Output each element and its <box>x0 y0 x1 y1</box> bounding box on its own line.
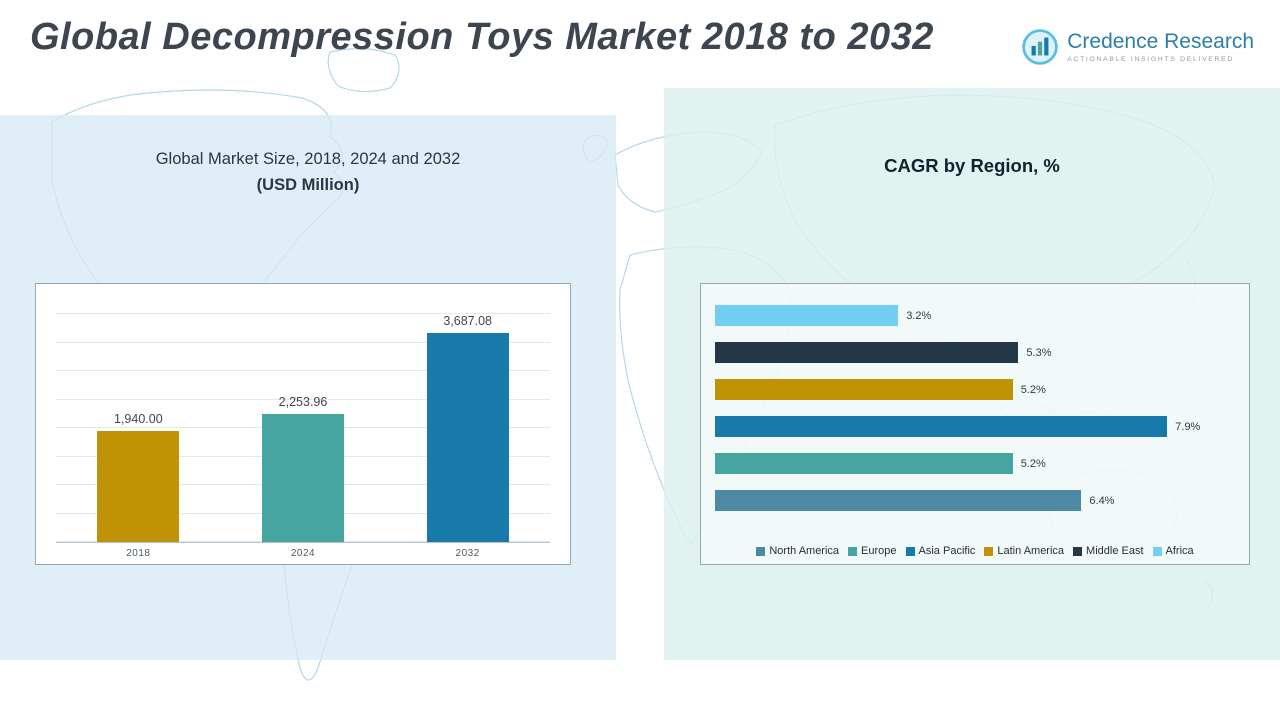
legend-swatch <box>1152 546 1162 556</box>
cagr-row: 5.2% <box>715 371 1235 408</box>
cagr-row: 6.4% <box>715 482 1235 519</box>
legend-label: Europe <box>861 545 897 557</box>
cagr-row: 7.9% <box>715 408 1235 445</box>
cagr-value-label: 3.2% <box>906 309 932 322</box>
cagr-value-label: 5.2% <box>1020 457 1046 470</box>
market-plot-area: 1,940.00 2,253.96 3,687.08 <box>56 313 550 543</box>
bar-chart-logo-icon <box>1022 29 1058 65</box>
market-size-title-line1: Global Market Size, 2018, 2024 and 2032 <box>155 150 461 168</box>
market-value-label: 1,940.00 <box>114 412 163 427</box>
legend-label: North America <box>769 545 840 557</box>
legend-item-asia-pacific: Asia Pacific <box>905 545 976 557</box>
cagr-rows: 3.2% 5.3% 5.2% 7.9% 5.2% 6.4% <box>715 297 1235 519</box>
cagr-bar-middle-east <box>715 342 1019 363</box>
market-column-2032: 3,687.08 <box>385 314 550 542</box>
legend-swatch <box>756 546 766 556</box>
cagr-bar-africa <box>715 305 899 326</box>
cagr-row: 3.2% <box>715 297 1235 334</box>
gridline <box>56 370 550 371</box>
cagr-bar-latin-america <box>715 379 1013 400</box>
legend-item-europe: Europe <box>848 545 897 557</box>
cagr-value-label: 6.4% <box>1089 494 1115 507</box>
market-size-title-line2: (USD Million) <box>256 176 360 194</box>
legend-item-latin-america: Latin America <box>984 545 1064 557</box>
gridline <box>56 341 550 343</box>
legend-swatch <box>984 546 994 556</box>
market-bar-2032 <box>426 333 509 542</box>
brand-text-block: Credence Research Actionable Insights De… <box>1067 29 1254 64</box>
legend-label: Latin America <box>997 545 1065 557</box>
cagr-row: 5.2% <box>715 445 1235 482</box>
market-bar-2018 <box>97 431 180 542</box>
market-size-chart: 1,940.00 2,253.96 3,687.08 2018 2024 2032 <box>35 283 571 565</box>
gridline <box>56 313 550 314</box>
legend-swatch <box>905 546 915 556</box>
gridline <box>56 398 550 400</box>
legend-item-middle-east: Middle East <box>1073 545 1144 557</box>
cagr-bar-north-america <box>715 490 1082 511</box>
market-value-label: 3,687.08 <box>443 314 493 328</box>
market-value-label: 2,253.96 <box>278 394 328 409</box>
legend-item-north-america: North America <box>756 545 839 557</box>
page-title: Global Decompression Toys Market 2018 to… <box>30 16 934 58</box>
cagr-row: 5.3% <box>715 334 1235 371</box>
cagr-value-label: 7.9% <box>1175 420 1201 433</box>
brand-tagline: Actionable Insights Delivered <box>1067 56 1234 64</box>
market-columns: 1,940.00 2,253.96 3,687.08 <box>56 314 550 542</box>
market-category-label: 2024 <box>290 548 316 559</box>
brand-logo: Credence Research Actionable Insights De… <box>1021 28 1254 66</box>
cagr-chart-title: CAGR by Region, % <box>884 155 1060 176</box>
market-column-2024: 2,253.96 <box>221 314 386 542</box>
legend-swatch <box>848 546 858 556</box>
cagr-bar-europe <box>715 453 1013 474</box>
market-category-label: 2032 <box>455 548 480 559</box>
map-greenland <box>327 48 400 93</box>
market-category-label: 2018 <box>126 548 151 559</box>
cagr-value-label: 5.3% <box>1026 346 1052 359</box>
legend-label: Asia Pacific <box>918 545 976 557</box>
cagr-chart: 3.2% 5.3% 5.2% 7.9% 5.2% 6.4% North America Eu… <box>700 283 1250 565</box>
legend-swatch <box>1073 546 1083 556</box>
brand-name: Credence Research <box>1067 29 1254 53</box>
cagr-legend: North America Europe Asia Pacific Latin Ame… <box>701 545 1249 557</box>
market-bar-2024 <box>262 413 344 542</box>
legend-label: Africa <box>1165 545 1194 557</box>
legend-label: Middle East <box>1086 545 1144 557</box>
cagr-bar-asia-pacific <box>715 416 1168 437</box>
cagr-value-label: 5.2% <box>1020 383 1046 396</box>
market-categories: 2018 2024 2032 <box>56 548 550 559</box>
market-size-chart-title: Global Market Size, 2018, 2024 and 2032 … <box>0 150 616 195</box>
market-column-2018: 1,940.00 <box>56 314 221 542</box>
legend-item-africa: Africa <box>1152 545 1194 557</box>
